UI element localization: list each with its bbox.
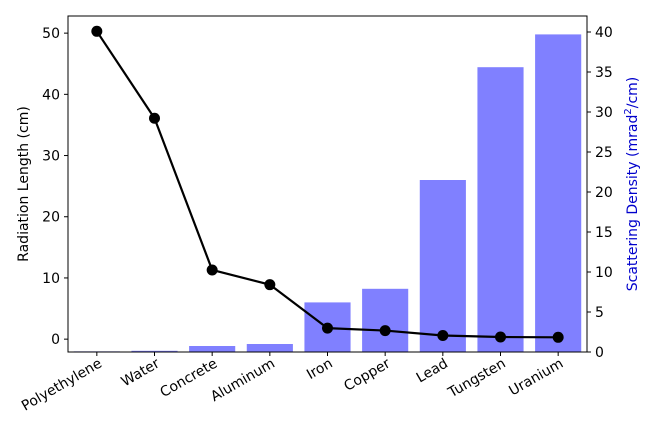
y2-tick-label: 30: [595, 105, 613, 121]
y-tick-label: 20: [42, 210, 60, 226]
x-tick-label: Iron: [304, 356, 335, 383]
y2-tick-label: 20: [595, 185, 613, 201]
y2-axis-label: Scattering Density (mrad2/cm): [623, 77, 641, 292]
bar-concrete: [189, 346, 236, 352]
right-axis: 0 5 10 15 20 25 30 35 40: [587, 25, 613, 361]
y-tick-label: 30: [42, 149, 60, 165]
left-axis: 0 10 20 30 40 50: [42, 26, 68, 348]
y2-tick-label: 15: [595, 225, 613, 241]
y2-tick-label: 35: [595, 65, 613, 81]
y-tick-label: 40: [42, 87, 60, 103]
bar-aluminum: [246, 344, 293, 352]
bars-layer: [73, 34, 582, 353]
x-tick-label: Copper: [341, 355, 393, 394]
line-layer: [91, 25, 564, 343]
point-polyethylene: [91, 25, 103, 37]
bar-water: [131, 350, 178, 352]
point-water: [149, 112, 160, 124]
x-tick-label: Water: [119, 355, 163, 390]
y2-tick-label: 5: [595, 305, 604, 321]
y2-axis-label-end: /cm): [625, 77, 641, 109]
y2-tick-label: 25: [595, 145, 613, 161]
x-tick-label: Tungsten: [445, 356, 509, 402]
y2-tick-label: 0: [595, 345, 604, 361]
y-tick-label: 50: [42, 26, 60, 42]
y-tick-label: 10: [42, 271, 60, 287]
bar-lead: [419, 180, 466, 352]
point-copper: [379, 325, 391, 337]
point-concrete: [206, 264, 218, 276]
x-tick-label: Aluminum: [208, 356, 278, 405]
bar-uranium: [535, 34, 582, 353]
point-uranium: [552, 331, 564, 343]
x-tick-label: Polyethylene: [19, 356, 105, 415]
bar-tungsten: [477, 67, 524, 352]
point-tungsten: [495, 331, 506, 343]
x-tick-label: Uranium: [506, 356, 566, 400]
y2-tick-label: 40: [595, 25, 613, 41]
y2-axis-label-sup: 2: [623, 108, 634, 114]
y-tick-label: 0: [51, 332, 60, 348]
point-lead: [437, 329, 449, 341]
point-iron: [322, 322, 333, 334]
y2-tick-label: 10: [595, 265, 613, 281]
y2-axis-label-main: Scattering Density (mrad: [625, 115, 641, 292]
bar-copper: [362, 288, 409, 352]
y-axis-label: Radiation Length (cm): [16, 106, 32, 262]
point-aluminum: [264, 279, 276, 291]
x-tick-label: Lead: [414, 356, 451, 387]
